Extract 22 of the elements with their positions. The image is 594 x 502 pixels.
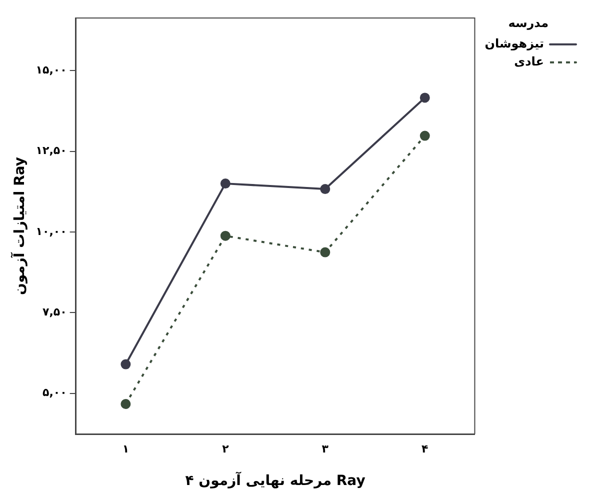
x-tick-label: ۱ <box>122 442 130 456</box>
x-tick-label: ۲ <box>222 442 230 456</box>
x-tick-label: ۳ <box>322 442 329 456</box>
legend-label: تیزهوشان <box>484 36 544 51</box>
y-tick-label: ۱۵,۰۰ <box>36 63 67 76</box>
y-tick-label: ۱۰,۰۰ <box>36 224 67 238</box>
y-axis-title: امتیازات آزمون Ray <box>10 156 28 296</box>
point <box>120 398 131 409</box>
point <box>220 230 230 241</box>
point <box>420 92 430 103</box>
x-tick-label: ۴ <box>422 442 429 456</box>
point <box>320 247 330 258</box>
y-tick-label: ۱۲,۵۰ <box>36 144 67 158</box>
point <box>320 184 330 194</box>
legend-label: عادی <box>514 54 544 69</box>
point <box>220 178 230 189</box>
point <box>420 130 430 141</box>
y-tick-label: ۵,۰۰ <box>42 386 67 400</box>
y-tick-label: ۷,۵۰ <box>42 306 67 319</box>
legend-title: مدرسه <box>508 16 549 30</box>
x-axis-title: ۴ مرحله نهایی آزمون Ray <box>185 471 366 490</box>
point <box>120 359 131 370</box>
